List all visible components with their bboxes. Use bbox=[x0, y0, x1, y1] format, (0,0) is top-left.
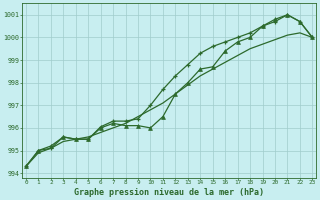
X-axis label: Graphe pression niveau de la mer (hPa): Graphe pression niveau de la mer (hPa) bbox=[74, 188, 264, 197]
